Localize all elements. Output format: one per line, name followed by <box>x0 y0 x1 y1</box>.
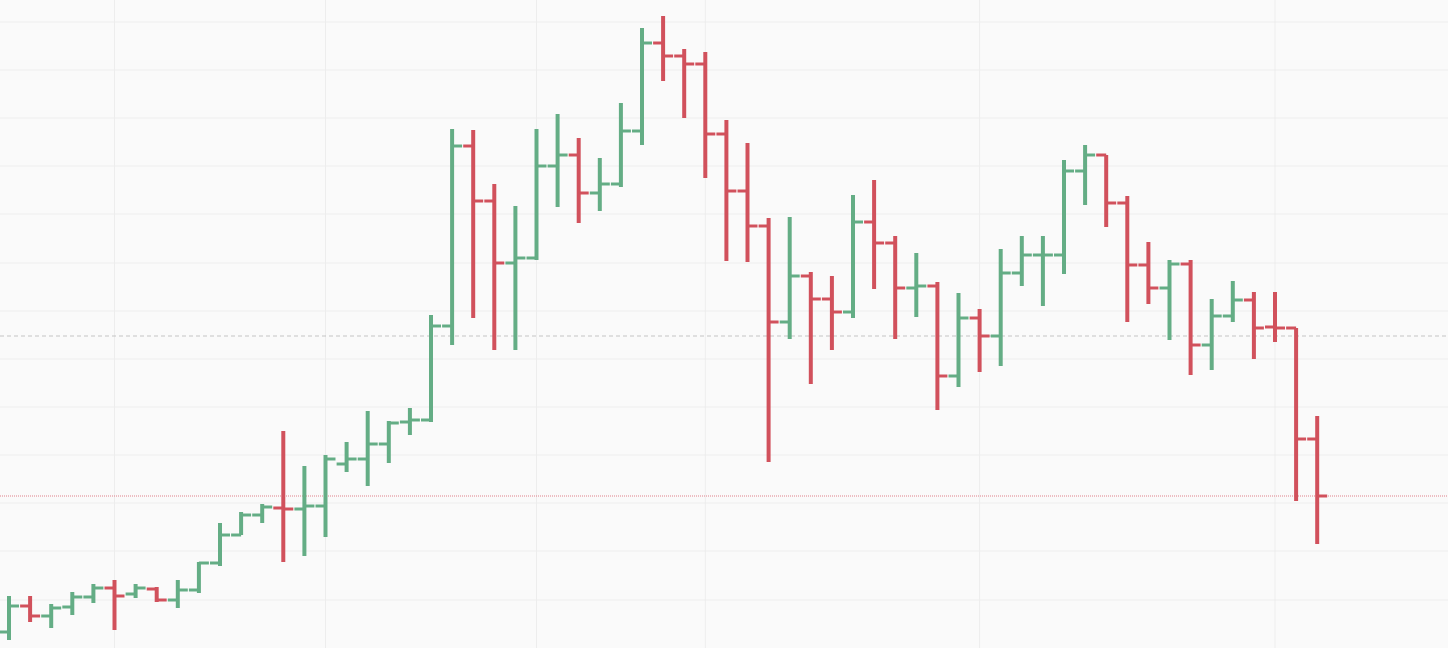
chart <box>0 0 1448 648</box>
plot-background <box>0 0 1448 648</box>
page: {"chart_data": { "type": "ohlc", "up_col… <box>0 0 1448 648</box>
